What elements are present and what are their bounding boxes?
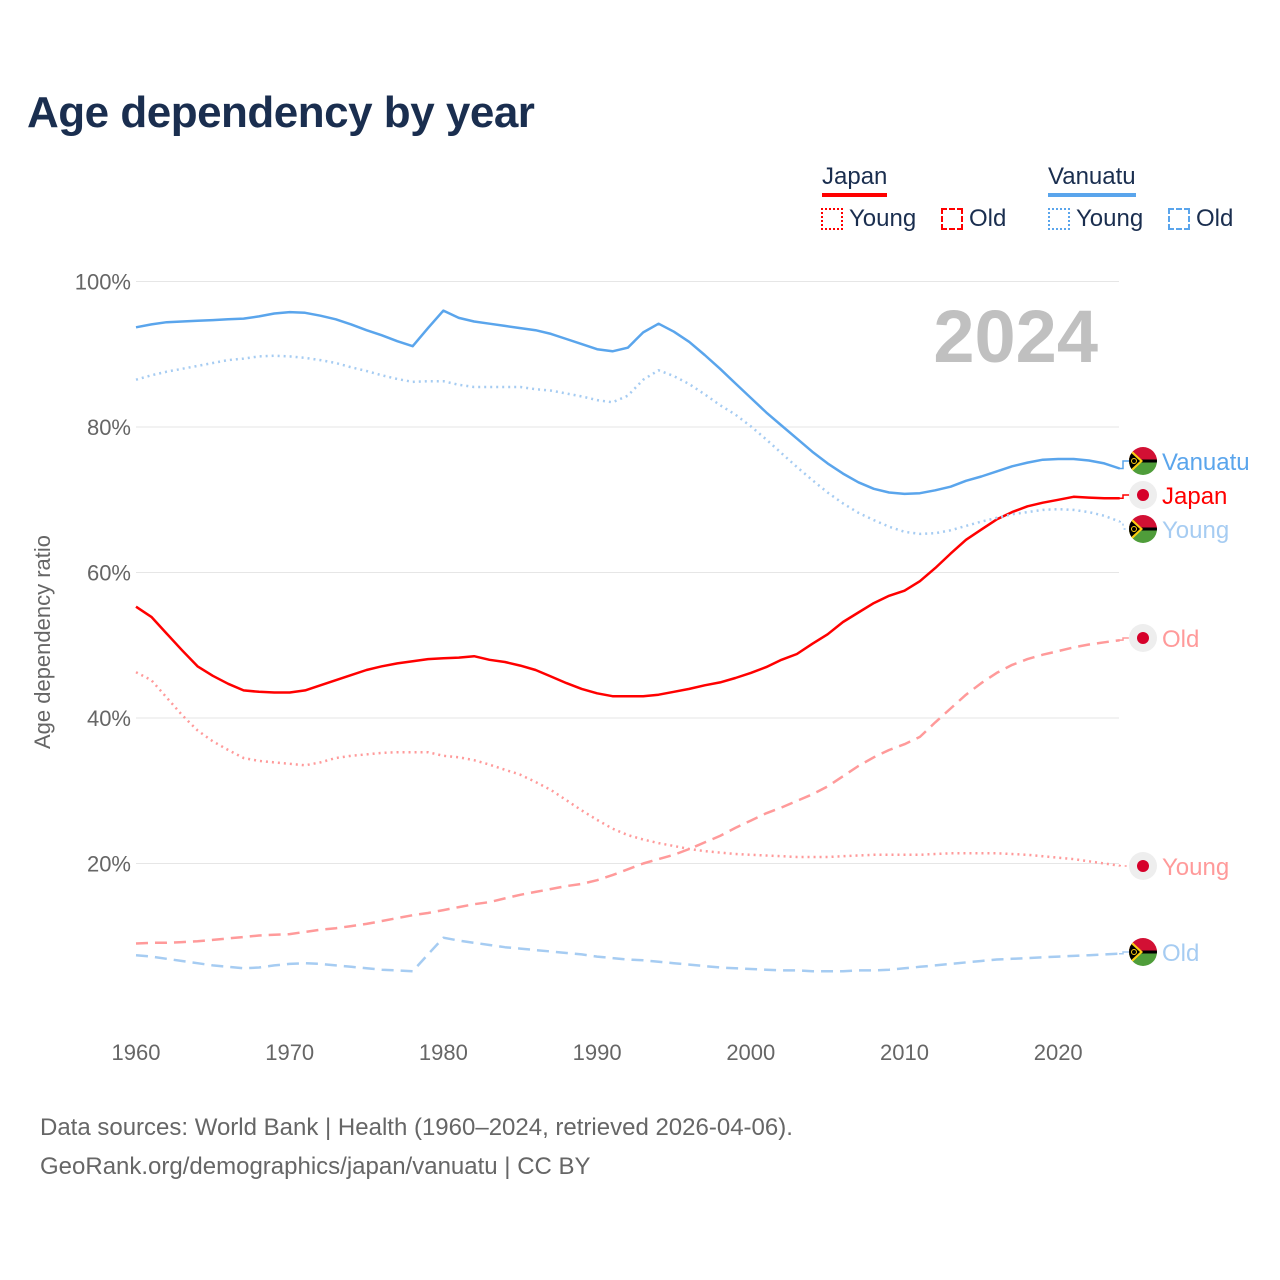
japan-flag-icon bbox=[1129, 852, 1157, 880]
x-tick-label: 1990 bbox=[573, 1040, 622, 1065]
legend-label: Young bbox=[1076, 205, 1144, 232]
legend-japan-header[interactable]: Japan bbox=[822, 163, 888, 197]
japan-flag-icon bbox=[1129, 481, 1157, 509]
y-axis-label: Age dependency ratio bbox=[30, 535, 55, 749]
series-line-vanuatu[interactable] bbox=[135, 309, 1121, 496]
legend-japan-old[interactable]: Old bbox=[941, 205, 1006, 233]
y-tick-label: 60% bbox=[87, 561, 131, 586]
footer: Data sources: World Bank | Health (1960–… bbox=[40, 1108, 793, 1186]
series-end-label: Young bbox=[1162, 854, 1229, 881]
series-line-vanuatu-young[interactable] bbox=[135, 354, 1121, 536]
series-end-label: Young bbox=[1162, 517, 1229, 544]
y-tick-label: 80% bbox=[87, 415, 131, 440]
series-end-label: Old bbox=[1162, 626, 1199, 653]
vanuatu-flag-icon bbox=[1129, 447, 1157, 475]
label-leader-line bbox=[1119, 637, 1130, 641]
legend-label: Old bbox=[1196, 205, 1234, 232]
label-leader-line bbox=[1119, 520, 1130, 530]
legend-label: Young bbox=[849, 205, 917, 232]
label-leader-line bbox=[1119, 951, 1130, 955]
dotted-swatch-icon bbox=[1048, 208, 1070, 230]
legend-vanuatu-header[interactable]: Vanuatu bbox=[1048, 163, 1136, 197]
series-line-vanuatu-old[interactable] bbox=[135, 936, 1120, 973]
dotted-swatch-icon bbox=[821, 208, 843, 230]
dashed-swatch-icon bbox=[1168, 208, 1190, 230]
y-tick-label: 100% bbox=[75, 270, 131, 295]
y-tick-label: 20% bbox=[87, 852, 131, 877]
chart-title: Age dependency by year bbox=[27, 88, 535, 137]
x-tick-label: 2000 bbox=[726, 1040, 775, 1065]
series-end-label: Vanuatu bbox=[1162, 449, 1250, 476]
legend-label: Old bbox=[969, 205, 1007, 232]
series-end-label: Old bbox=[1162, 940, 1199, 967]
attribution-link[interactable]: GeoRank.org/demographics/japan/vanuatu |… bbox=[40, 1153, 591, 1180]
japan-flag-icon bbox=[1129, 624, 1157, 652]
series-line-japan[interactable] bbox=[135, 495, 1120, 698]
x-tick-label: 2010 bbox=[880, 1040, 929, 1065]
x-tick-label: 1960 bbox=[112, 1040, 161, 1065]
vanuatu-flag-icon bbox=[1129, 938, 1157, 966]
data-source-text: Data sources: World Bank | Health (1960–… bbox=[40, 1114, 793, 1141]
label-leader-line bbox=[1119, 460, 1130, 470]
label-leader-line bbox=[1119, 494, 1130, 500]
line-chart: 20% 40% 60% 80% 100% 1960 1970 1980 1990 2000 2010… bbox=[30, 270, 1250, 1066]
year-watermark: 2024 bbox=[933, 295, 1098, 378]
dashed-swatch-icon bbox=[941, 208, 963, 230]
y-tick-label: 40% bbox=[87, 706, 131, 731]
legend-japan-young[interactable]: Young bbox=[821, 205, 916, 233]
x-tick-label: 1980 bbox=[419, 1040, 468, 1065]
legend-vanuatu-young[interactable]: Young bbox=[1048, 205, 1143, 233]
series-end-label: Japan bbox=[1162, 483, 1227, 510]
x-tick-label: 1970 bbox=[265, 1040, 314, 1065]
series-line-japan-old[interactable] bbox=[135, 638, 1120, 945]
legend-vanuatu-old[interactable]: Old bbox=[1168, 205, 1233, 233]
series-line-japan-young[interactable] bbox=[135, 671, 1120, 867]
vanuatu-flag-icon bbox=[1129, 515, 1157, 543]
x-tick-label: 2020 bbox=[1034, 1040, 1083, 1065]
